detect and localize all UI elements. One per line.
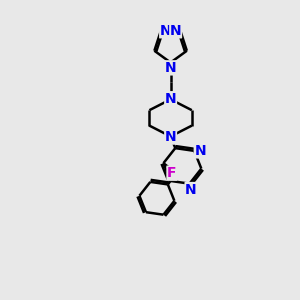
Text: N: N: [165, 61, 176, 75]
Text: N: N: [170, 24, 182, 38]
Text: F: F: [167, 166, 176, 180]
Text: N: N: [194, 144, 206, 158]
Text: N: N: [165, 130, 176, 144]
Text: N: N: [165, 92, 176, 106]
Text: N: N: [185, 183, 197, 196]
Text: N: N: [160, 24, 171, 38]
